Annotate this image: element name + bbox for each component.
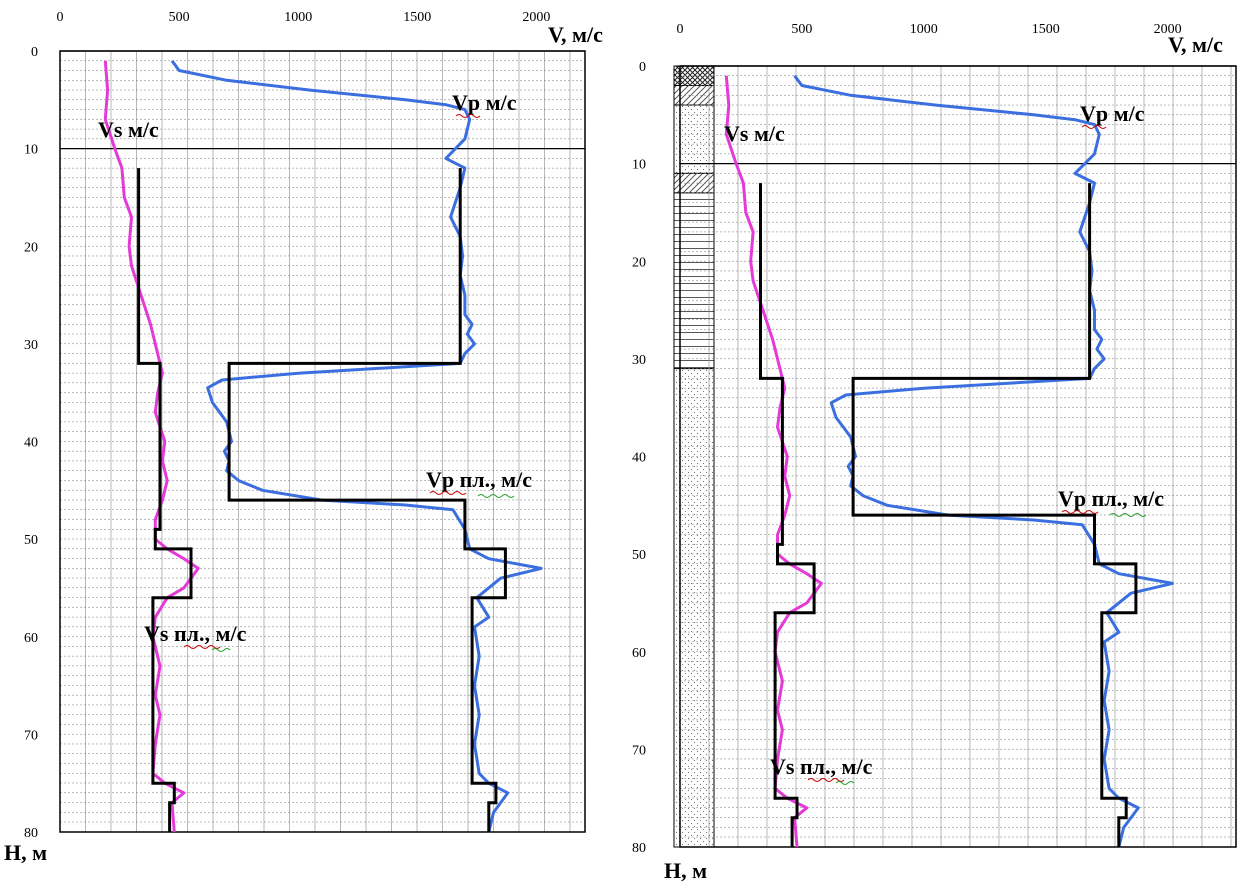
right-x-axis-title: V, м/с bbox=[1168, 32, 1223, 57]
left-vs-label: Vs м/с bbox=[98, 117, 159, 142]
left-chart-panel: 0 500 1000 1500 2000 0 10 20 30 40 50 60 70 80 V, м/… bbox=[4, 10, 603, 865]
left-series-vp bbox=[170, 59, 543, 833]
left-y-tick-label: 0 bbox=[31, 45, 38, 60]
right-vs-label: Vs м/с bbox=[724, 121, 785, 146]
right-y-tick-label: 50 bbox=[632, 548, 646, 563]
left-vp-spell-underline bbox=[455, 114, 481, 118]
right-y-tick-label: 80 bbox=[632, 841, 646, 856]
right-x-tick-label: 2000 bbox=[1154, 22, 1182, 37]
right-series-vs bbox=[724, 75, 823, 848]
left-y-tick-label: 70 bbox=[24, 728, 38, 743]
right-vp-label: Vp м/с bbox=[1080, 101, 1145, 126]
right-vs-layer-grammar-underline bbox=[835, 781, 855, 785]
right-chart-panel: 0 500 1000 1500 2000 0 10 20 30 40 50 60 70 80 V, м/… bbox=[632, 22, 1237, 883]
right-series-vp-layer bbox=[851, 183, 1138, 847]
right-vs-layer-spell-underline bbox=[807, 778, 845, 782]
left-vs-layer-spell-underline bbox=[183, 645, 221, 649]
right-y-axis-title: H, м bbox=[664, 858, 707, 883]
left-vs-layer-grammar-underline bbox=[211, 648, 231, 652]
right-series-vs-layer bbox=[759, 183, 816, 847]
left-series-vs bbox=[103, 60, 200, 833]
right-y-tick-label: 30 bbox=[632, 353, 646, 368]
right-vp-spell-underline bbox=[1081, 125, 1107, 129]
right-plot-frame bbox=[679, 65, 1237, 848]
right-y-tick-label: 60 bbox=[632, 646, 646, 661]
right-x-tick-label: 0 bbox=[677, 22, 684, 37]
left-x-tick-labels: 0 500 1000 1500 2000 bbox=[57, 10, 551, 25]
left-series-vp-layer bbox=[227, 168, 507, 832]
left-vp-label: Vp м/с bbox=[452, 90, 517, 115]
right-grid bbox=[679, 65, 1236, 848]
right-vs-layer-label: Vs пл., м/с bbox=[770, 754, 873, 779]
left-vp-layer-grammar-underline bbox=[477, 494, 515, 498]
right-x-tick-label: 1000 bbox=[910, 22, 938, 37]
left-vp-layer-label: Vp пл., м/с bbox=[426, 467, 532, 492]
right-y-tick-label: 0 bbox=[639, 60, 646, 75]
left-y-tick-label: 50 bbox=[24, 533, 38, 548]
left-y-tick-label: 30 bbox=[24, 338, 38, 353]
left-vp-layer-spell-underline bbox=[429, 491, 467, 495]
right-y-tick-label: 10 bbox=[632, 158, 646, 173]
right-vp-layer-grammar-underline bbox=[1109, 513, 1147, 517]
left-x-axis-title: V, м/с bbox=[548, 22, 603, 47]
right-series-vp bbox=[793, 74, 1174, 848]
left-series-group bbox=[103, 59, 543, 833]
right-series-group bbox=[724, 74, 1174, 848]
left-y-tick-label: 80 bbox=[24, 826, 38, 841]
right-vp-layer-label: Vp пл., м/с bbox=[1058, 486, 1164, 511]
left-y-tick-labels: 0 10 20 30 40 50 60 70 80 bbox=[24, 45, 38, 841]
left-grid bbox=[59, 50, 585, 833]
left-x-tick-label: 1000 bbox=[284, 10, 312, 25]
right-x-tick-label: 1500 bbox=[1032, 22, 1060, 37]
right-x-tick-labels: 0 500 1000 1500 2000 bbox=[677, 22, 1182, 37]
right-y-tick-label: 40 bbox=[632, 451, 646, 466]
left-y-axis-title: H, м bbox=[4, 840, 47, 865]
right-y-tick-label: 20 bbox=[632, 255, 646, 270]
left-y-tick-label: 40 bbox=[24, 436, 38, 451]
left-y-tick-label: 10 bbox=[24, 143, 38, 158]
right-x-tick-label: 500 bbox=[791, 22, 812, 37]
left-vs-layer-label: Vs пл., м/с bbox=[144, 621, 247, 646]
left-y-tick-label: 60 bbox=[24, 631, 38, 646]
left-x-tick-label: 500 bbox=[169, 10, 190, 25]
right-y-tick-label: 70 bbox=[632, 743, 646, 758]
left-x-tick-label: 2000 bbox=[522, 10, 550, 25]
right-vp-layer-spell-underline bbox=[1061, 510, 1099, 514]
right-y-tick-labels: 0 10 20 30 40 50 60 70 80 bbox=[632, 60, 646, 856]
left-y-tick-label: 20 bbox=[24, 240, 38, 255]
left-series-vs-layer bbox=[137, 168, 193, 832]
left-plot-frame bbox=[59, 50, 586, 833]
left-x-tick-label: 1500 bbox=[403, 10, 431, 25]
left-x-tick-label: 0 bbox=[57, 10, 64, 25]
